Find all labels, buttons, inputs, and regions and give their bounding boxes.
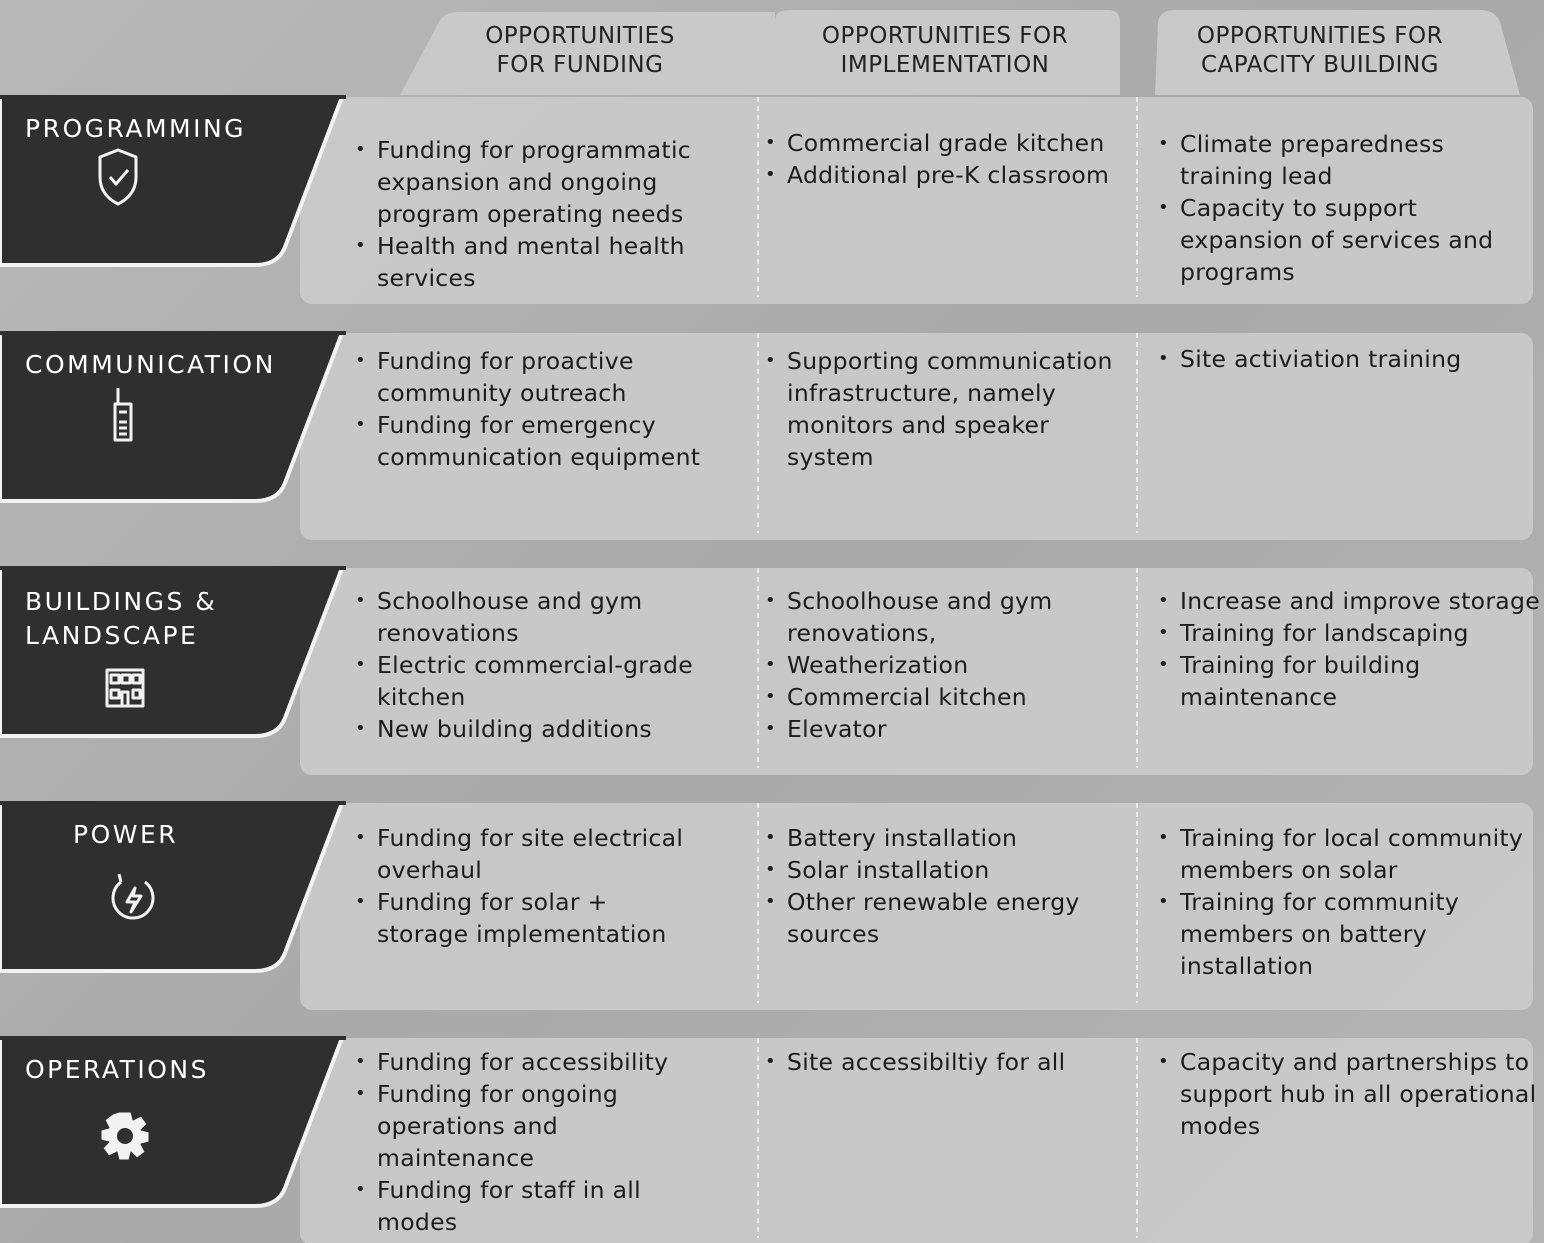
list-item: Training for community members on batter… [1158,886,1543,982]
list-item: Funding for solar + storage implementati… [355,886,705,950]
list-item: Health and mental health services [355,230,705,294]
list-item: Battery installation [765,822,1115,854]
label-cover [0,95,346,99]
cell-list: Training for local community members on … [1158,822,1543,982]
icon-shape [111,873,155,920]
cell-list: Schoolhouse and gym renovations,Weatheri… [765,585,1115,745]
list-item: Capacity and partnerships to support hub… [1158,1046,1543,1142]
label-cover [0,1036,346,1040]
header-tab [1155,10,1520,95]
icon-shape [113,388,133,442]
column-header: OPPORTUNITIES FOR IMPLEMENTATION [821,23,1069,78]
list-item: Training for landscaping [1158,617,1543,649]
row-icon [98,148,138,206]
list-item: Electric commercial-grade kitchen [355,649,705,713]
label-panel [0,331,345,503]
row-icon [105,668,145,708]
row-label: POWER [73,820,179,849]
list-item: Additional pre-K classroom [765,159,1115,191]
label-panel [0,801,345,973]
row-icon [113,388,133,442]
list-item: Increase and improve storage [1158,585,1543,617]
list-item: Funding for ongoing operations and maint… [355,1078,705,1174]
row-label: PROGRAMMING [25,114,247,143]
cell-list: Schoolhouse and gym renovationsElectric … [355,585,705,745]
list-item: Elevator [765,713,1115,745]
row-label: COMMUNICATION [25,350,276,379]
list-item: Training for local community members on … [1158,822,1543,886]
list-item: Funding for accessibility [355,1046,705,1078]
list-item: Commercial grade kitchen [765,127,1115,159]
label-panel [0,1036,345,1208]
column-header: OPPORTUNITIES FOR FUNDING [485,23,675,78]
label-panel [0,566,345,738]
row-icon [100,1111,150,1161]
label-cover [0,566,346,570]
header-tab [400,12,775,95]
cell-list: Capacity and partnerships to support hub… [1158,1046,1543,1142]
list-item: Funding for programmatic expansion and o… [355,134,705,230]
cell-list: Supporting communication infrastructure,… [765,345,1115,473]
icon-shape [105,668,145,708]
cell-list: Funding for proactive community outreach… [355,345,705,473]
row-label: BUILDINGS & LANDSCAPE [25,587,218,650]
row-label: OPERATIONS [25,1055,209,1084]
label-cover [0,331,346,335]
list-item: Funding for proactive community outreach [355,345,705,409]
row-icon [111,873,155,920]
list-item: Funding for emergency communication equi… [355,409,705,473]
list-item: Solar installation [765,854,1115,886]
header-tab [775,10,1120,95]
list-item: Funding for site electrical overhaul [355,822,705,886]
list-item: Supporting communication infrastructure,… [765,345,1115,473]
list-item: Commercial kitchen [765,681,1115,713]
list-item: Other renewable energy sources [765,886,1115,950]
list-item: Training for building maintenance [1158,649,1543,713]
cell-list: Funding for accessibilityFunding for ong… [355,1046,705,1238]
label-cover [0,801,346,805]
cell-list: Site activiation training [1158,343,1543,375]
cell-list: Commercial grade kitchenAdditional pre-K… [765,127,1115,191]
list-item: Weatherization [765,649,1115,681]
cell-list: Increase and improve storageTraining for… [1158,585,1543,713]
list-item: Capacity to support expansion of service… [1158,192,1543,288]
icon-hole [117,1128,133,1144]
label-panel [0,95,345,267]
cell-list: Battery installationSolar installationOt… [765,822,1115,950]
list-item: Funding for staff in all modes [355,1174,705,1238]
cell-list: Funding for site electrical overhaulFund… [355,822,705,950]
list-item: Schoolhouse and gym renovations, [765,585,1115,649]
list-item: Site accessibiltiy for all [765,1046,1115,1078]
icon-shape [98,148,138,206]
cell-list: Site accessibiltiy for all [765,1046,1115,1078]
cell-list: Climate preparedness training leadCapaci… [1158,128,1543,288]
list-item: Site activiation training [1158,343,1543,375]
list-item: Schoolhouse and gym renovations [355,585,705,649]
column-header: OPPORTUNITIES FOR CAPACITY BUILDING [1196,23,1444,78]
list-item: New building additions [355,713,705,745]
list-item: Climate preparedness training lead [1158,128,1543,192]
cell-list: Funding for programmatic expansion and o… [355,134,705,294]
